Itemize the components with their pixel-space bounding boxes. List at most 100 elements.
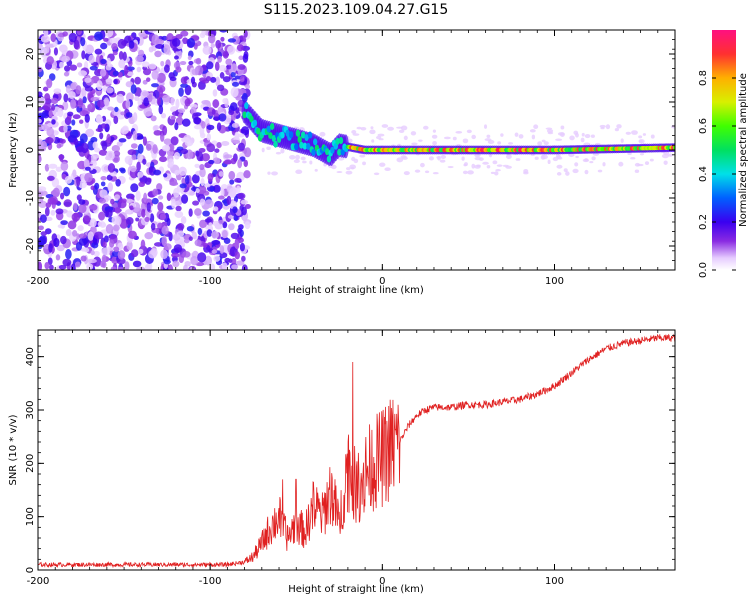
spectrogram-noise (206, 61, 214, 70)
spectrogram-noise (230, 102, 238, 112)
spectrogram-noise (245, 84, 251, 90)
spectrogram-noise (217, 195, 225, 200)
snr-marks (38, 333, 675, 569)
spectrogram-noise (591, 156, 596, 161)
spectrogram-signal (288, 131, 294, 139)
spectrogram-noise (60, 220, 68, 226)
spectrogram-noise (228, 258, 233, 264)
spectrogram-noise (204, 199, 214, 209)
spectrogram-noise (111, 43, 118, 51)
spectrogram-noise (439, 159, 446, 163)
spectrogram-noise (110, 266, 117, 270)
spectrogram-noise (132, 260, 142, 268)
spectrogram-noise (93, 250, 100, 257)
spectrogram-noise (638, 139, 645, 144)
spectrogram-noise (207, 172, 214, 182)
colorbar: 0.0 0.2 0.4 0.6 0.8 Normalized spectral ampl… (698, 30, 749, 278)
spectrogram-noise (64, 65, 71, 72)
spectrogram-noise (157, 222, 164, 229)
spectrogram-noise (589, 160, 594, 164)
spectrogram-noise (222, 221, 228, 229)
spectrogram-noise (410, 131, 417, 136)
spectrogram-noise (38, 139, 44, 149)
spectrogram-noise (216, 84, 225, 92)
spectrogram-noise (484, 138, 492, 141)
spectrogram-noise (56, 244, 65, 252)
spectrogram-noise (97, 221, 103, 227)
spectrogram-noise (351, 130, 357, 134)
spectrogram-noise (84, 86, 94, 92)
spectrogram-noise (124, 198, 134, 204)
spectrogram-signal (269, 122, 275, 130)
spectrogram-noise (161, 236, 168, 247)
spectrogram-noise (418, 139, 423, 142)
spectrogram-noise (197, 185, 207, 195)
spectrogram-noise (163, 173, 168, 178)
spectrogram-noise (141, 91, 150, 97)
spectrogram-noise (229, 179, 235, 185)
spectrogram-noise (495, 168, 501, 172)
spectrogram-noise (210, 76, 217, 83)
spectrogram-noise (127, 149, 137, 156)
spectrogram-noise (89, 204, 98, 211)
spectrogram-noise (230, 63, 238, 73)
spectrogram-noise (349, 164, 356, 170)
spectrogram-noise (241, 92, 248, 103)
spectrogram-noise (172, 260, 180, 268)
spectrogram-noise (231, 264, 239, 270)
spectrogram-noise (181, 194, 189, 204)
spectrogram-noise (206, 229, 213, 237)
spectrogram-noise (238, 80, 247, 86)
spectrogram-noise (597, 169, 603, 173)
spectrogram-noise (187, 55, 192, 61)
spectrogram-noise (175, 205, 182, 212)
spectrogram-noise (193, 117, 202, 125)
spectrogram-noise (194, 66, 199, 76)
spectrogram-noise (634, 169, 640, 173)
spectrogram-noise (381, 124, 389, 128)
spectrogram-noise (158, 104, 164, 115)
spectrogram-noise (547, 159, 551, 165)
spectrogram-noise (38, 106, 43, 111)
spectrogram-noise (239, 204, 244, 212)
spectrogram-noise (239, 242, 245, 252)
spectrogram-noise (107, 182, 114, 192)
spectrogram-noise (113, 150, 121, 157)
spectrogram-noise (53, 47, 59, 56)
spectrogram-noise (218, 64, 227, 72)
spectrogram-noise (496, 164, 503, 167)
spectrogram-x-label: Height of straight line (km) (288, 285, 424, 296)
spectrogram-noise (237, 159, 243, 169)
spectrogram-noise (134, 95, 140, 101)
spectrogram-noise (261, 147, 265, 153)
spectrogram-noise (162, 125, 168, 136)
spectrogram-signal (307, 131, 313, 139)
spectrogram-noise (201, 99, 211, 105)
spectrogram-noise (467, 170, 474, 175)
spectrogram-signal (311, 148, 316, 156)
spectrogram-noise (137, 171, 144, 178)
spectrogram-noise (346, 167, 351, 171)
spectrogram-noise (142, 68, 152, 76)
spectrogram-noise (114, 194, 121, 201)
y-tick-label: 0 (25, 567, 36, 573)
spectrogram-noise (221, 229, 228, 239)
spectrogram-noise (80, 37, 86, 47)
spectrogram-noise (100, 123, 107, 129)
spectrogram-noise (529, 129, 536, 133)
spectrogram-noise (106, 133, 111, 144)
spectrogram-noise (60, 192, 65, 200)
spectrogram-noise (153, 89, 161, 99)
spectrogram-noise (134, 76, 142, 85)
spectrogram-noise (38, 225, 44, 231)
spectrogram-noise (51, 103, 56, 111)
spectrogram-noise (39, 235, 47, 246)
spectrogram-noise (118, 59, 126, 69)
spectrogram-noise (556, 164, 563, 169)
spectrogram-noise (452, 136, 457, 141)
spectrogram-noise (170, 136, 179, 146)
spectrogram-noise (167, 264, 174, 270)
spectrogram-noise (154, 50, 162, 58)
